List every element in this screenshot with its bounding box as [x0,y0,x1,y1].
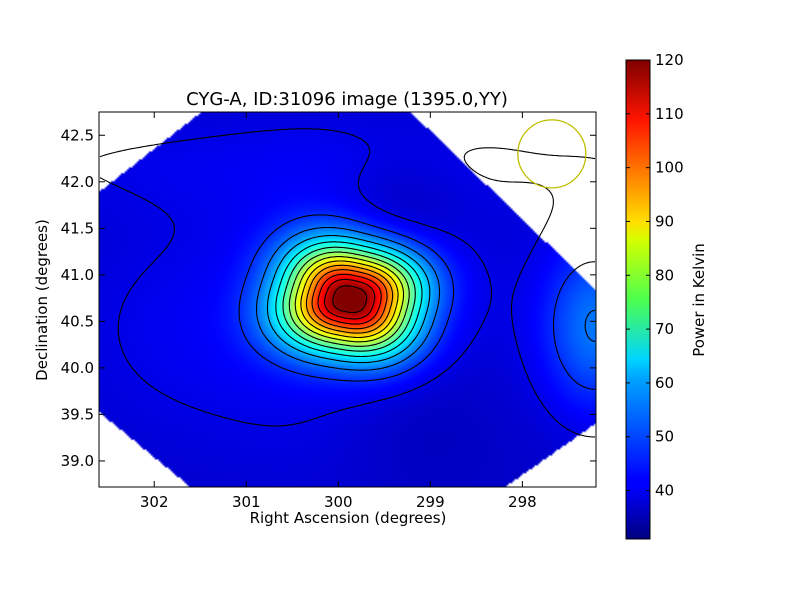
y-tick-label: 39.5 [61,405,94,423]
contour-level-64 [275,241,423,358]
x-tick-label: 299 [416,493,445,511]
colorbar-tick-label: 70 [655,320,674,338]
colorbar-tick-label: 40 [655,482,674,500]
x-tick-label: 298 [508,493,537,511]
colorbar-tick-label: 80 [655,266,674,284]
heatmap-image [99,112,596,487]
y-tick-label: 41.0 [61,266,94,284]
contour-level-76 [288,251,410,347]
contour-level-100 [311,269,388,330]
y-tick-label: 40.5 [61,312,94,330]
contour-level-58 [266,234,431,364]
y-tick-label: 42.5 [61,126,94,144]
colorbar-tick-label: 90 [655,212,674,230]
colorbar-tick-label: 50 [655,428,674,446]
contour-lines [99,128,596,438]
x-axis: 302 301 300 299 298 [140,112,537,511]
contour-level-106 [317,273,382,325]
colorbar: 40 50 60 70 80 90 100 110 120 Power in Kelvin [625,51,708,540]
contour-level-94 [305,264,394,334]
colorbar-ticks: 40 50 60 70 80 90 100 110 120 [626,51,684,500]
chart-title: CYG-A, ID:31096 image (1395.0,YY) [186,89,508,110]
y-tick-label: 39.0 [61,452,94,470]
y-tick-label: 41.5 [61,219,94,237]
colorbar-tick-label: 110 [655,105,684,123]
contour-level-82 [294,256,405,343]
contour-level-70 [282,246,416,352]
contour-level-46 [238,214,596,390]
contour-level-52 [255,226,596,371]
x-tick-label: 300 [324,493,353,511]
y-axis-label: Declination (degrees) [33,219,51,381]
beam-circle [517,119,587,189]
x-axis-label: Right Ascension (degrees) [250,509,447,527]
colorbar-gradient [625,59,651,540]
contour-level-112 [324,278,376,320]
contour-level-88 [300,260,399,339]
colorbar-tick-label: 60 [655,374,674,392]
x-tick-label: 301 [232,493,261,511]
plot-frame [98,111,597,488]
contour-level-40 [99,128,596,438]
y-tick-label: 42.0 [61,173,94,191]
x-tick-label: 302 [140,493,169,511]
heatmap-plot [98,111,597,488]
contour-level-118 [332,285,368,314]
colorbar-label: Power in Kelvin [690,243,708,357]
colorbar-tick-label: 120 [655,51,684,69]
colorbar-tick-label: 100 [655,159,684,177]
y-tick-label: 40.0 [61,359,94,377]
y-axis: 39.0 39.5 40.0 40.5 41.0 41.5 42.0 42.5 [61,126,596,470]
